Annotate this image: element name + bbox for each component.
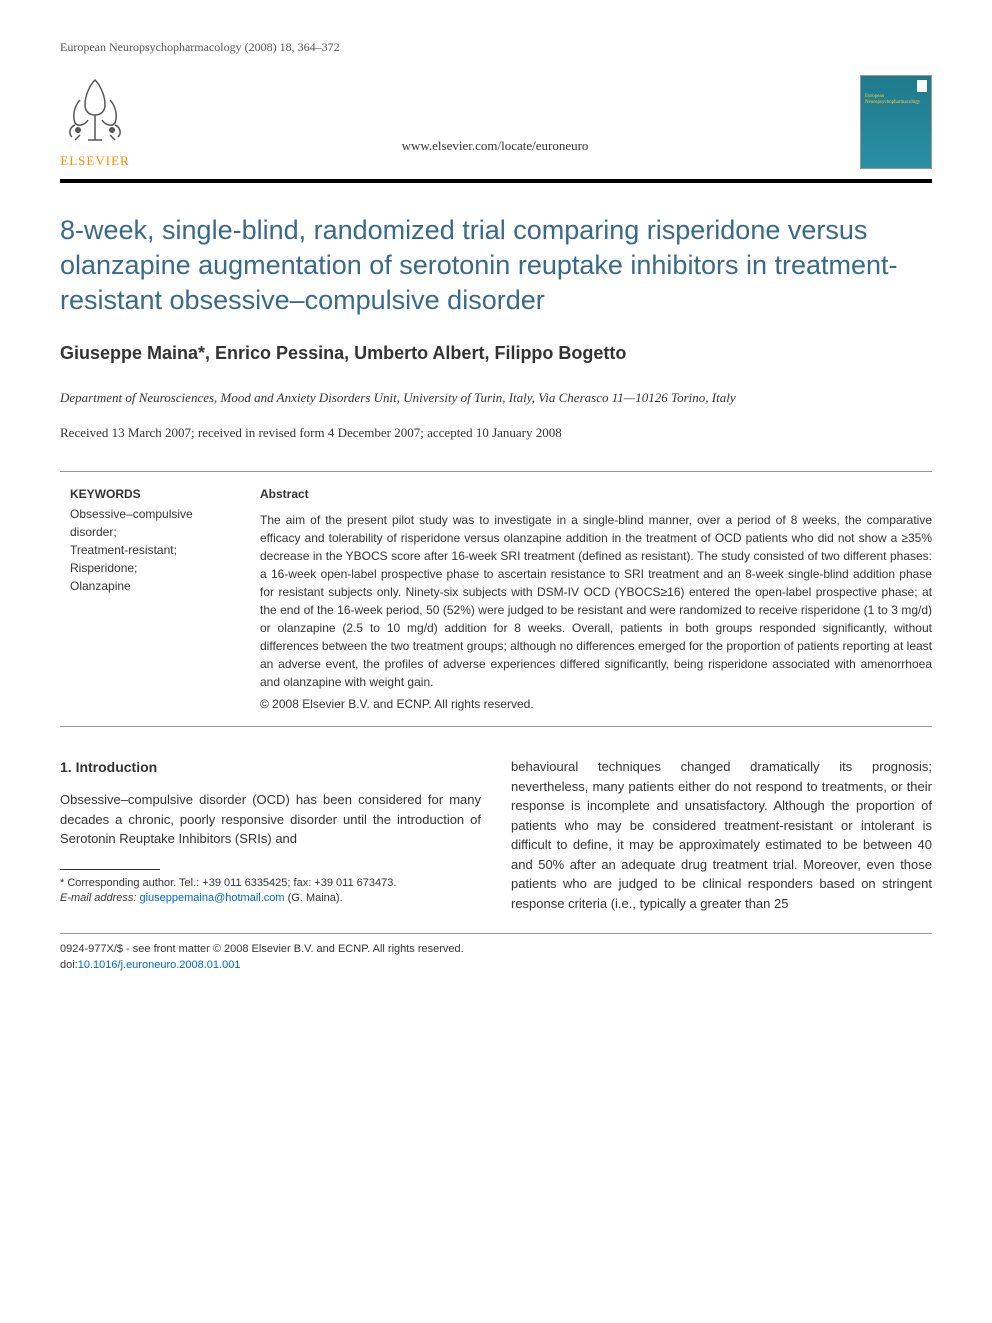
footnote-text: * Corresponding author. Tel.: +39 011 63… — [60, 877, 396, 889]
abstract-section: KEYWORDS Obsessive–compulsive disorder; … — [60, 471, 932, 727]
publisher-name: ELSEVIER — [60, 153, 129, 169]
abstract-box: Abstract The aim of the present pilot st… — [240, 487, 932, 711]
publisher-logo: ELSEVIER — [60, 75, 130, 169]
keywords-label: KEYWORDS — [70, 487, 220, 501]
author-email-link[interactable]: giuseppemaina@hotmail.com — [139, 892, 284, 904]
body-columns: 1. Introduction Obsessive–compulsive dis… — [60, 757, 932, 913]
email-label: E-mail address: — [60, 892, 136, 904]
affiliation: Department of Neurosciences, Mood and An… — [60, 389, 932, 407]
email-suffix: (G. Maina). — [288, 892, 343, 904]
abstract-copyright: © 2008 Elsevier B.V. and ECNP. All right… — [260, 697, 932, 711]
doi-link[interactable]: 10.1016/j.euroneuro.2008.01.001 — [78, 959, 241, 971]
website-url[interactable]: www.elsevier.com/locate/euroneuro — [402, 138, 589, 169]
abstract-label: Abstract — [260, 487, 932, 501]
issn-copyright: 0924-977X/$ - see front matter © 2008 El… — [60, 942, 932, 957]
article-title: 8-week, single-blind, randomized trial c… — [60, 213, 932, 318]
abstract-text: The aim of the present pilot study was t… — [260, 511, 932, 691]
corresponding-author-footnote: * Corresponding author. Tel.: +39 011 63… — [60, 876, 481, 907]
left-column: 1. Introduction Obsessive–compulsive dis… — [60, 757, 481, 913]
intro-paragraph-right: behavioural techniques changed dramatica… — [511, 757, 932, 913]
footer-info: 0924-977X/$ - see front matter © 2008 El… — [60, 933, 932, 973]
journal-cover-thumbnail: European Neuropsychopharmacology — [860, 75, 932, 169]
authors-list: Giuseppe Maina*, Enrico Pessina, Umberto… — [60, 343, 932, 364]
keywords-list: Obsessive–compulsive disorder; Treatment… — [70, 505, 220, 595]
right-column: behavioural techniques changed dramatica… — [511, 757, 932, 913]
elsevier-tree-icon — [60, 75, 130, 150]
section-heading-introduction: 1. Introduction — [60, 757, 481, 778]
journal-citation: European Neuropsychopharmacology (2008) … — [60, 40, 932, 55]
intro-paragraph-left: Obsessive–compulsive disorder (OCD) has … — [60, 790, 481, 849]
footnote-divider — [60, 869, 160, 870]
article-dates: Received 13 March 2007; received in revi… — [60, 425, 932, 456]
doi-label: doi: — [60, 959, 78, 971]
header-row: ELSEVIER www.elsevier.com/locate/euroneu… — [60, 75, 932, 183]
keywords-box: KEYWORDS Obsessive–compulsive disorder; … — [60, 487, 240, 711]
